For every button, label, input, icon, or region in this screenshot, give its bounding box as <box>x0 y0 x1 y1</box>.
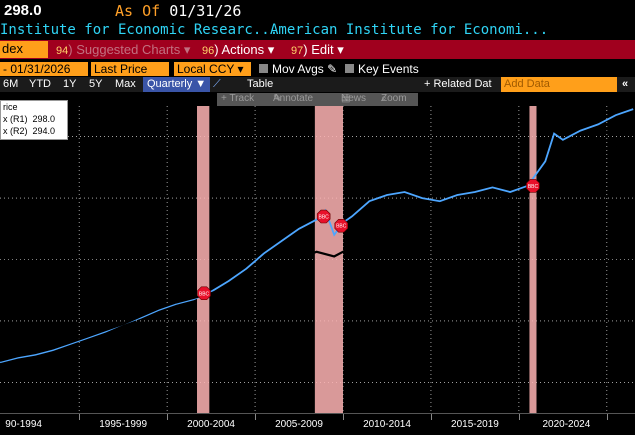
x-tick <box>606 414 608 420</box>
date-input[interactable]: - 01/31/2026 <box>0 62 88 76</box>
range-ytd[interactable]: YTD <box>29 78 51 90</box>
x-tick <box>79 414 81 420</box>
legend-item: x (R1) 298.0 <box>3 114 56 124</box>
x-tick-label: 2005-2009 <box>275 419 323 430</box>
key-events-label: Key Events <box>358 62 419 76</box>
add-data-input[interactable]: Add Data <box>501 77 617 92</box>
event-markers: BBC BBC BBC BBC <box>197 179 540 300</box>
event-label: BBC <box>336 224 347 230</box>
price-chart[interactable]: BBC BBC BBC BBC <box>0 106 635 413</box>
options-bar: - 01/31/2026 Last Price Local CCY ▾ Mov … <box>0 61 635 77</box>
pencil-icon: ✎ <box>273 93 282 104</box>
x-tick-label: 2000-2004 <box>187 419 235 430</box>
title-r2: American Institute for Economi... <box>270 22 549 38</box>
line-chart-icon[interactable]: ⟋ <box>213 78 221 90</box>
x-tick <box>430 414 432 420</box>
x-tick <box>343 414 344 420</box>
x-tick-label: 2010-2014 <box>363 419 411 430</box>
event-marker <box>316 209 331 224</box>
recession-band <box>197 106 210 413</box>
mov-avgs-checkbox[interactable] <box>259 64 268 73</box>
x-tick-label: 2020-2024 <box>542 419 591 430</box>
range-max[interactable]: Max <box>115 78 136 90</box>
x-tick <box>518 414 520 420</box>
event-label: BBC <box>199 291 210 297</box>
range-5y[interactable]: 5Y <box>89 78 103 90</box>
legend-item: x (R2) 294.0 <box>3 126 56 136</box>
x-tick-label: 2015-2019 <box>451 419 499 430</box>
chart-legend: rice x (R1) 298.0 x (R2) 294.0 <box>0 100 68 140</box>
as-of-date: As Of 01/31/26 <box>115 2 242 20</box>
mov-avgs-label: Mov Avgs ✎ <box>272 62 338 76</box>
frequency-select[interactable]: Quarterly ▼ <box>143 77 211 92</box>
recession-band <box>314 106 344 413</box>
series-line-1 <box>0 117 634 362</box>
news-icon: ▤ <box>341 93 351 104</box>
search-icon: ⌕ <box>381 93 387 104</box>
chart-lines <box>0 108 634 364</box>
security-titles: Institute for Economic Researc... Americ… <box>0 22 635 40</box>
range-1y[interactable]: 1Y <box>63 78 77 90</box>
range-bar: 6M YTD 1Y 5Y Max Quarterly ▼ ⟋ Table + R… <box>0 77 635 92</box>
key-events-checkbox[interactable] <box>345 64 354 73</box>
recession-band <box>529 106 537 413</box>
table-button[interactable]: Table <box>247 78 274 90</box>
legend-title: rice <box>3 102 18 112</box>
range-6m[interactable]: 6M <box>3 78 19 90</box>
pencil-icon: ✎ <box>327 62 338 76</box>
menu-bar: dex 94) Suggested Charts ▾ 96) Actions ▾… <box>0 40 635 59</box>
last-price: 298.0 <box>4 2 42 19</box>
actions-button[interactable]: 96) Actions ▾ <box>202 42 275 57</box>
price-type-select[interactable]: Last Price <box>91 62 169 76</box>
suggested-charts-button[interactable]: 94) Suggested Charts ▾ <box>56 42 191 57</box>
header-bar: 298.0 As Of 01/31/26 <box>0 0 635 22</box>
currency-select[interactable]: Local CCY ▾ <box>174 62 251 76</box>
x-axis: 90-1994 1995-1999 2000-2004 2005-2009 2010-2… <box>0 413 635 435</box>
x-tick-label: 90-1994 <box>5 419 42 430</box>
collapse-icon[interactable]: « <box>622 78 629 90</box>
event-label: BBC <box>319 215 330 221</box>
event-marker <box>526 179 540 193</box>
event-label: BBC <box>528 184 539 190</box>
event-marker <box>334 219 349 233</box>
track-button[interactable]: + Track <box>221 93 255 104</box>
x-tick <box>255 414 257 420</box>
x-tick <box>167 414 169 420</box>
edit-button[interactable]: 97) Edit ▾ <box>291 42 344 57</box>
index-field[interactable]: dex <box>0 41 48 58</box>
chart-toolbar: + Track ✎ Annotate ▤ News ⌕ Zoom <box>217 93 418 106</box>
title-r1: Institute for Economic Researc... <box>0 22 279 38</box>
x-tick-label: 1995-1999 <box>99 419 148 430</box>
recession-bands <box>197 106 537 413</box>
related-data-button[interactable]: + Related Dat <box>424 78 492 90</box>
event-marker <box>197 286 211 300</box>
